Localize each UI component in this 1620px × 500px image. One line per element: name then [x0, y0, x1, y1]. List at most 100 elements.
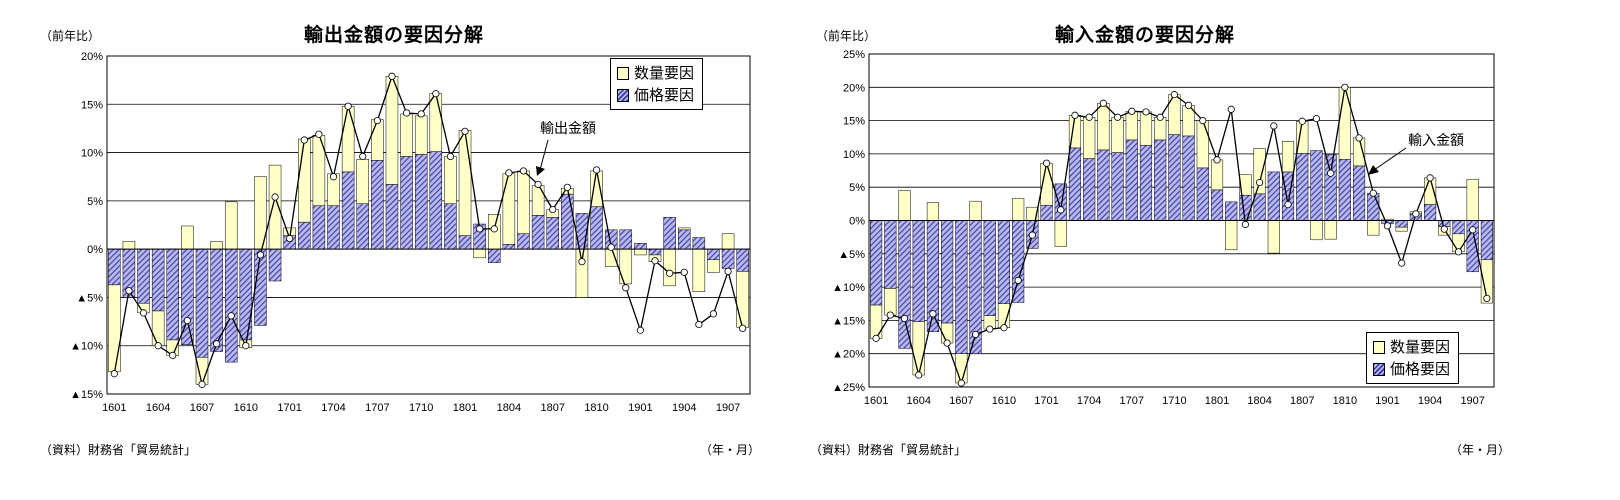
- total-value-marker: [971, 330, 980, 338]
- y-tick-label: ▲15%: [832, 315, 865, 327]
- total-value-marker: [957, 379, 965, 387]
- volume-factor-bar: [736, 271, 749, 328]
- import-legend-price-label: 価格要因: [1390, 360, 1451, 378]
- total-value-marker: [373, 117, 381, 125]
- volume-factor-bar: [969, 200, 982, 221]
- volume-factor-bar: [1225, 220, 1238, 251]
- x-tick-label: 1901: [1375, 395, 1399, 407]
- x-tick-label: 1607: [190, 402, 214, 414]
- price-factor-bar: [1239, 194, 1252, 221]
- price-factor-bar: [997, 220, 1011, 304]
- volume-factor-bar: [224, 201, 238, 250]
- total-value-marker: [154, 342, 162, 350]
- volume-factor-bar: [1395, 226, 1408, 232]
- volume-factor-bar: [1338, 87, 1351, 160]
- total-value-marker: [1170, 91, 1178, 99]
- total-value-marker: [1185, 101, 1193, 109]
- price-factor-bar: [1054, 183, 1067, 221]
- y-tick-label: 25%: [843, 49, 865, 61]
- total-value-marker: [1312, 115, 1321, 123]
- price-factor-bar: [137, 248, 150, 304]
- x-tick-label: 1607: [949, 395, 973, 407]
- total-value-marker: [359, 152, 367, 161]
- total-value-marker: [915, 371, 923, 379]
- total-value-marker: [505, 169, 513, 177]
- price-factor-bar: [108, 248, 121, 286]
- total-value-marker: [461, 127, 469, 135]
- x-tick-label: 1901: [628, 402, 652, 414]
- total-value-marker: [1241, 220, 1250, 229]
- export-chart-svg: 20% 15% 10% 5% 0% ▲5% ▲10% ▲15%1601 1604 1607 1610…: [70, 51, 751, 414]
- export-chart-panel: （前年比） 輸出金額の要因分解 20% 15% 10% 5% 0% ▲5% ▲10% ▲15%…: [40, 24, 760, 457]
- y-tick-label: ▲5%: [76, 292, 103, 304]
- volume-factor-bar: [926, 202, 939, 221]
- price-factor-bar: [151, 248, 165, 312]
- total-value-marker: [1113, 113, 1122, 121]
- price-factor-bar: [912, 220, 925, 322]
- total-value-marker: [1099, 99, 1107, 107]
- x-tick-label: 1801: [1205, 395, 1229, 407]
- volume-factor-bar: [298, 138, 311, 223]
- x-tick-label: 1610: [992, 395, 1016, 407]
- price-factor-bar: [341, 171, 355, 250]
- total-value-marker: [886, 311, 894, 319]
- total-value-marker: [315, 130, 323, 138]
- total-value-marker: [417, 110, 425, 118]
- price-factor-bar: [1097, 149, 1110, 221]
- import-line-callout: 輸入金額: [1408, 133, 1464, 149]
- price-factor-bar: [356, 203, 369, 250]
- total-value-marker: [213, 340, 221, 348]
- total-value-marker: [183, 317, 191, 325]
- total-value-marker: [432, 90, 440, 98]
- y-tick-label: ▲5%: [838, 249, 865, 261]
- volume-factor-bar: [1097, 103, 1110, 151]
- total-value-marker: [1398, 259, 1406, 267]
- import-source-note: （資料）財務省「貿易統計」: [810, 443, 967, 457]
- import-x-unit-label: （年・月）: [1450, 443, 1511, 457]
- y-tick-label: ▲20%: [832, 349, 865, 361]
- price-factor-bar: [1154, 139, 1167, 221]
- total-value-marker: [1071, 111, 1079, 119]
- price-factor-bar: [1452, 220, 1465, 235]
- price-factor-bar: [312, 205, 326, 250]
- price-factor-bar: [677, 229, 691, 250]
- price-factor-bar: [1225, 201, 1238, 221]
- export-y-axis-label: （前年比）: [40, 29, 101, 43]
- total-value-marker: [1440, 225, 1448, 233]
- volume-swatch: [1373, 340, 1385, 354]
- total-value-marker: [1199, 117, 1207, 125]
- y-tick-label: ▲10%: [832, 282, 865, 294]
- price-factor-bar: [298, 221, 311, 250]
- total-value-marker: [1270, 122, 1278, 130]
- price-factor-bar: [414, 154, 428, 250]
- price-factor-bar: [590, 206, 603, 250]
- volume-factor-bar: [1239, 174, 1252, 196]
- total-value-marker: [943, 339, 951, 347]
- price-factor-bar: [546, 217, 559, 250]
- total-value-marker: [300, 136, 308, 144]
- y-tick-label: 15%: [81, 99, 103, 111]
- export-callout-arrowhead: [536, 166, 545, 176]
- x-tick-label: 1704: [1077, 395, 1101, 407]
- total-value-marker: [139, 309, 148, 317]
- total-value-marker: [242, 342, 250, 350]
- total-value-marker: [198, 380, 206, 388]
- x-tick-label: 1710: [409, 402, 433, 414]
- x-tick-label: 1904: [1418, 395, 1442, 407]
- total-value-marker: [271, 193, 279, 201]
- total-value-marker: [1454, 248, 1463, 256]
- import-chart-panel: （前年比） 輸入金額の要因分解 25% 20% 15% 10% 5% 0% ▲5% ▲10% ▲…: [810, 0, 1620, 500]
- volume-factor-bar: [663, 248, 676, 287]
- x-tick-label: 1601: [102, 402, 126, 414]
- x-tick-label: 1907: [1460, 395, 1484, 407]
- price-factor-bar: [502, 244, 516, 250]
- total-value-marker: [549, 205, 557, 214]
- total-value-marker: [1469, 226, 1477, 234]
- volume-factor-bar: [108, 284, 121, 373]
- volume-factor-bar: [181, 225, 194, 250]
- export-callout-arrow: [539, 139, 549, 171]
- x-tick-label: 1710: [1162, 395, 1186, 407]
- volume-factor-bar: [1466, 178, 1479, 221]
- y-tick-label: 0%: [849, 216, 865, 228]
- price-factor-bar: [1040, 204, 1053, 221]
